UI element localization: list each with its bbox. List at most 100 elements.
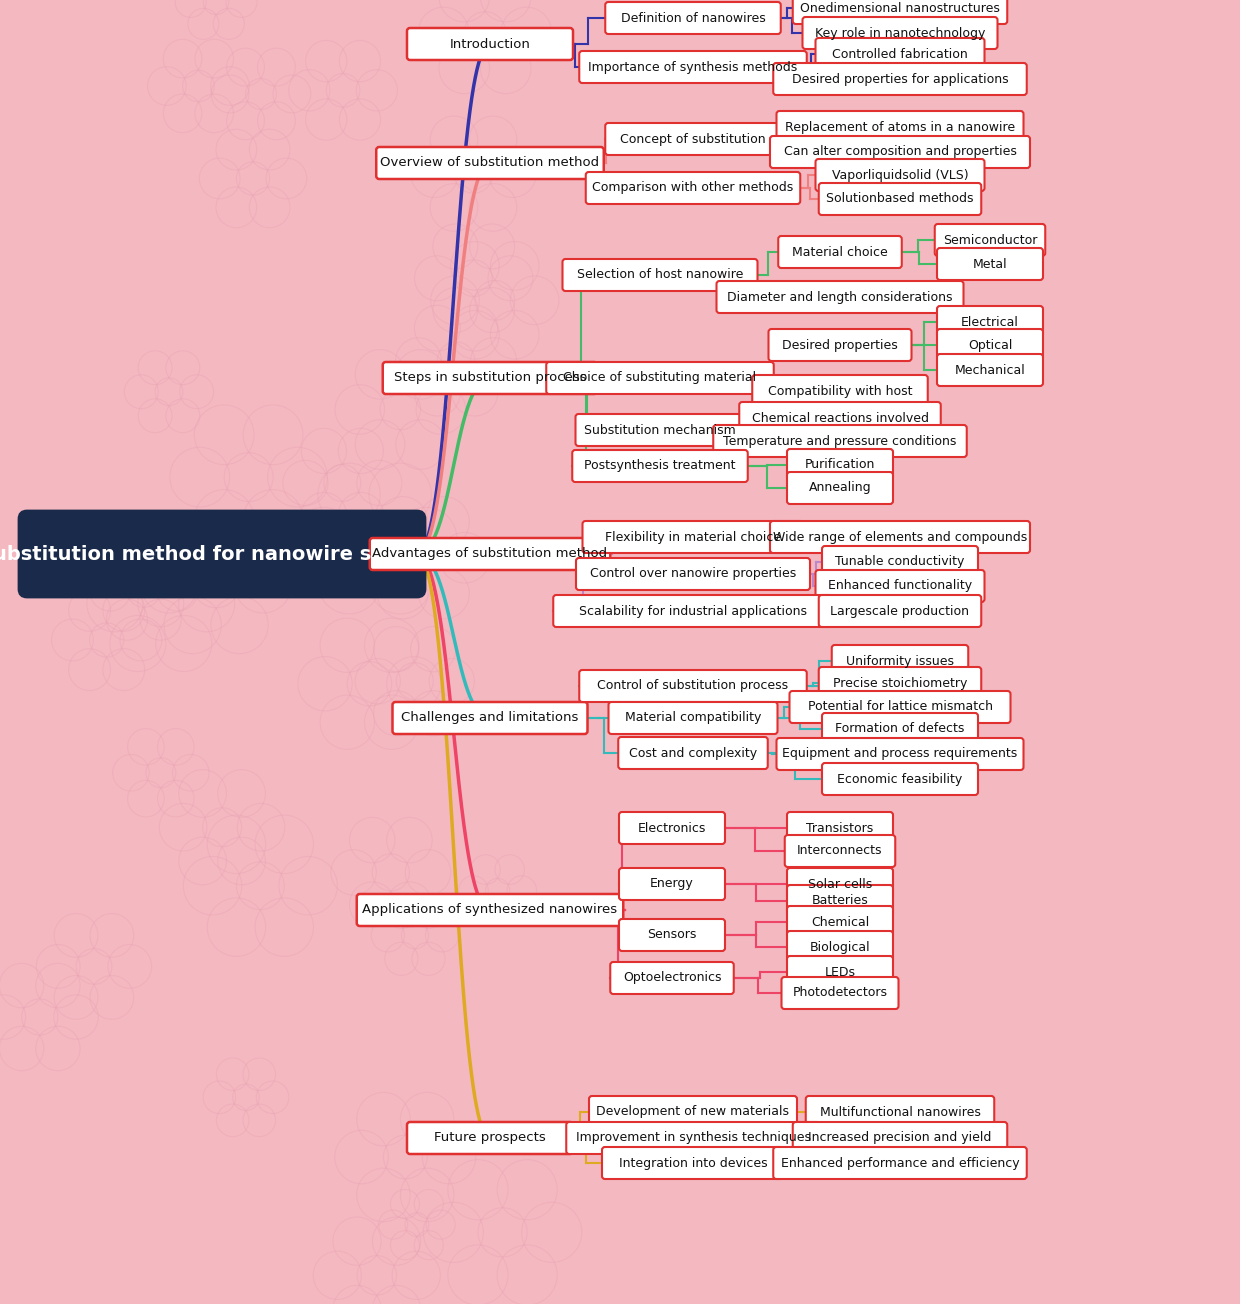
Text: Temperature and pressure conditions: Temperature and pressure conditions <box>723 434 957 447</box>
Text: Key role in nanotechnology: Key role in nanotechnology <box>815 26 986 39</box>
Text: LEDs: LEDs <box>825 965 856 978</box>
Text: Control over nanowire properties: Control over nanowire properties <box>590 567 796 580</box>
FancyBboxPatch shape <box>774 63 1027 95</box>
FancyBboxPatch shape <box>816 38 985 70</box>
FancyBboxPatch shape <box>619 812 725 844</box>
Text: Applications of synthesized nanowires: Applications of synthesized nanowires <box>362 904 618 917</box>
FancyBboxPatch shape <box>19 511 425 597</box>
Text: Largescale production: Largescale production <box>831 605 970 618</box>
Text: Optoelectronics: Optoelectronics <box>622 971 722 985</box>
Text: Metal: Metal <box>972 257 1007 270</box>
FancyBboxPatch shape <box>572 450 748 482</box>
FancyBboxPatch shape <box>787 472 893 505</box>
Text: Multifunctional nanowires: Multifunctional nanowires <box>820 1106 981 1119</box>
Text: Compatibility with host: Compatibility with host <box>768 385 913 398</box>
FancyBboxPatch shape <box>713 425 967 456</box>
FancyBboxPatch shape <box>579 51 807 83</box>
Text: Energy: Energy <box>650 878 694 891</box>
Text: Postsynthesis treatment: Postsynthesis treatment <box>584 459 735 472</box>
Text: Vaporliquidsolid (VLS): Vaporliquidsolid (VLS) <box>832 168 968 181</box>
Text: Controlled fabrication: Controlled fabrication <box>832 47 968 60</box>
FancyBboxPatch shape <box>589 1095 797 1128</box>
FancyBboxPatch shape <box>816 159 985 190</box>
Text: Biological: Biological <box>810 940 870 953</box>
Text: Solar cells: Solar cells <box>808 878 872 891</box>
FancyBboxPatch shape <box>770 522 1030 553</box>
Text: Substitution method for nanowire synthesis: Substitution method for nanowire synthes… <box>0 545 465 563</box>
Text: Importance of synthesis methods: Importance of synthesis methods <box>588 60 797 73</box>
Text: Semiconductor: Semiconductor <box>942 233 1037 246</box>
Text: Chemical: Chemical <box>811 915 869 928</box>
FancyBboxPatch shape <box>792 0 1007 23</box>
FancyBboxPatch shape <box>787 956 893 988</box>
FancyBboxPatch shape <box>407 27 573 60</box>
FancyBboxPatch shape <box>601 1148 784 1179</box>
Text: Diameter and length considerations: Diameter and length considerations <box>727 291 952 304</box>
Text: Electronics: Electronics <box>637 822 707 835</box>
Text: Material choice: Material choice <box>792 245 888 258</box>
FancyBboxPatch shape <box>370 539 610 570</box>
FancyBboxPatch shape <box>781 977 899 1009</box>
FancyBboxPatch shape <box>785 835 895 867</box>
FancyBboxPatch shape <box>619 868 725 900</box>
FancyBboxPatch shape <box>774 1148 1027 1179</box>
Text: Steps in substitution process: Steps in substitution process <box>393 372 587 385</box>
FancyBboxPatch shape <box>822 546 978 578</box>
Text: Cost and complexity: Cost and complexity <box>629 746 758 759</box>
Text: Definition of nanowires: Definition of nanowires <box>621 12 765 25</box>
Text: Substitution mechanism: Substitution mechanism <box>584 424 735 437</box>
FancyBboxPatch shape <box>619 737 768 769</box>
Text: Overview of substitution method: Overview of substitution method <box>381 156 600 170</box>
Text: Can alter composition and properties: Can alter composition and properties <box>784 146 1017 159</box>
Text: Challenges and limitations: Challenges and limitations <box>402 712 579 725</box>
FancyBboxPatch shape <box>357 895 624 926</box>
Text: Replacement of atoms in a nanowire: Replacement of atoms in a nanowire <box>785 120 1016 133</box>
Text: Mechanical: Mechanical <box>955 364 1025 377</box>
Text: Equipment and process requirements: Equipment and process requirements <box>782 747 1018 760</box>
FancyBboxPatch shape <box>822 713 978 745</box>
FancyBboxPatch shape <box>547 363 774 394</box>
Text: Choice of substituting material: Choice of substituting material <box>563 372 756 385</box>
FancyBboxPatch shape <box>563 259 758 291</box>
FancyBboxPatch shape <box>787 449 893 481</box>
Text: Optical: Optical <box>967 339 1012 352</box>
FancyBboxPatch shape <box>937 329 1043 361</box>
FancyBboxPatch shape <box>609 702 777 734</box>
Text: Improvement in synthesis techniques: Improvement in synthesis techniques <box>575 1132 811 1145</box>
FancyBboxPatch shape <box>610 962 734 994</box>
FancyBboxPatch shape <box>818 595 981 627</box>
Text: Future prospects: Future prospects <box>434 1132 546 1145</box>
Text: Control of substitution process: Control of substitution process <box>598 679 789 692</box>
Text: Concept of substitution: Concept of substitution <box>620 133 766 146</box>
FancyBboxPatch shape <box>770 136 1030 168</box>
FancyBboxPatch shape <box>579 670 807 702</box>
Text: Enhanced performance and efficiency: Enhanced performance and efficiency <box>781 1157 1019 1170</box>
Text: Onedimensional nanostructures: Onedimensional nanostructures <box>800 1 999 14</box>
FancyBboxPatch shape <box>776 738 1023 769</box>
Text: Wide range of elements and compounds: Wide range of elements and compounds <box>773 531 1027 544</box>
FancyBboxPatch shape <box>806 1095 994 1128</box>
Text: Desired properties for applications: Desired properties for applications <box>791 73 1008 86</box>
FancyBboxPatch shape <box>822 763 978 795</box>
FancyBboxPatch shape <box>393 702 588 734</box>
Text: Development of new materials: Development of new materials <box>596 1106 790 1119</box>
FancyBboxPatch shape <box>769 329 911 361</box>
FancyBboxPatch shape <box>937 353 1043 386</box>
Text: Batteries: Batteries <box>812 895 868 908</box>
FancyBboxPatch shape <box>787 812 893 844</box>
Text: Precise stoichiometry: Precise stoichiometry <box>833 677 967 690</box>
Text: Purification: Purification <box>805 459 875 472</box>
FancyBboxPatch shape <box>832 645 968 677</box>
Text: Photodetectors: Photodetectors <box>792 987 888 999</box>
FancyBboxPatch shape <box>376 147 604 179</box>
FancyBboxPatch shape <box>935 224 1045 256</box>
Text: Enhanced functionality: Enhanced functionality <box>828 579 972 592</box>
Text: Advantages of substitution method: Advantages of substitution method <box>372 548 608 561</box>
Text: Transistors: Transistors <box>806 822 874 835</box>
Text: Economic feasibility: Economic feasibility <box>837 772 962 785</box>
FancyBboxPatch shape <box>802 17 997 50</box>
FancyBboxPatch shape <box>619 919 725 951</box>
Text: Increased precision and yield: Increased precision and yield <box>808 1132 992 1145</box>
FancyBboxPatch shape <box>383 363 598 394</box>
Text: Selection of host nanowire: Selection of host nanowire <box>577 269 743 282</box>
